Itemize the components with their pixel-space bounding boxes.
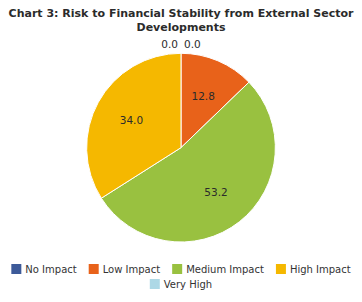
legend-swatch xyxy=(150,279,160,289)
data-label: 12.8 xyxy=(191,90,214,102)
title: Chart 3: Risk to Financial Stability fro… xyxy=(9,7,354,34)
legend-label: Medium Impact xyxy=(186,264,264,275)
title-line: Chart 3: Risk to Financial Stability fro… xyxy=(9,7,354,20)
data-labels: 0.0 12.8 53.2 34.0 0.0 xyxy=(120,38,228,198)
chart-container: Chart 3: Risk to Financial Stability fro… xyxy=(0,0,362,302)
data-label: 0.0 xyxy=(184,38,201,50)
data-label: 34.0 xyxy=(120,114,143,126)
legend: No Impact Low Impact Medium Impact High Imp… xyxy=(11,264,350,290)
title-line: Developments xyxy=(137,21,226,34)
legend-swatch xyxy=(172,264,182,274)
legend-swatch xyxy=(89,264,99,274)
legend-label: Low Impact xyxy=(103,264,161,275)
legend-swatch xyxy=(276,264,286,274)
pie-slice xyxy=(181,53,182,147)
legend-item: Very High xyxy=(150,279,212,290)
legend-item: No Impact xyxy=(11,264,76,275)
legend-item: Low Impact xyxy=(89,264,161,275)
legend-label: Very High xyxy=(164,279,212,290)
legend-item: High Impact xyxy=(276,264,351,275)
pie-slice xyxy=(87,53,181,198)
data-label: 0.0 xyxy=(161,38,178,50)
legend-item: Medium Impact xyxy=(172,264,264,275)
chart-svg: Chart 3: Risk to Financial Stability fro… xyxy=(0,0,362,302)
pie xyxy=(87,53,276,242)
data-label: 53.2 xyxy=(204,186,227,198)
legend-swatch xyxy=(11,264,21,274)
legend-label: No Impact xyxy=(25,264,76,275)
legend-label: High Impact xyxy=(290,264,351,275)
